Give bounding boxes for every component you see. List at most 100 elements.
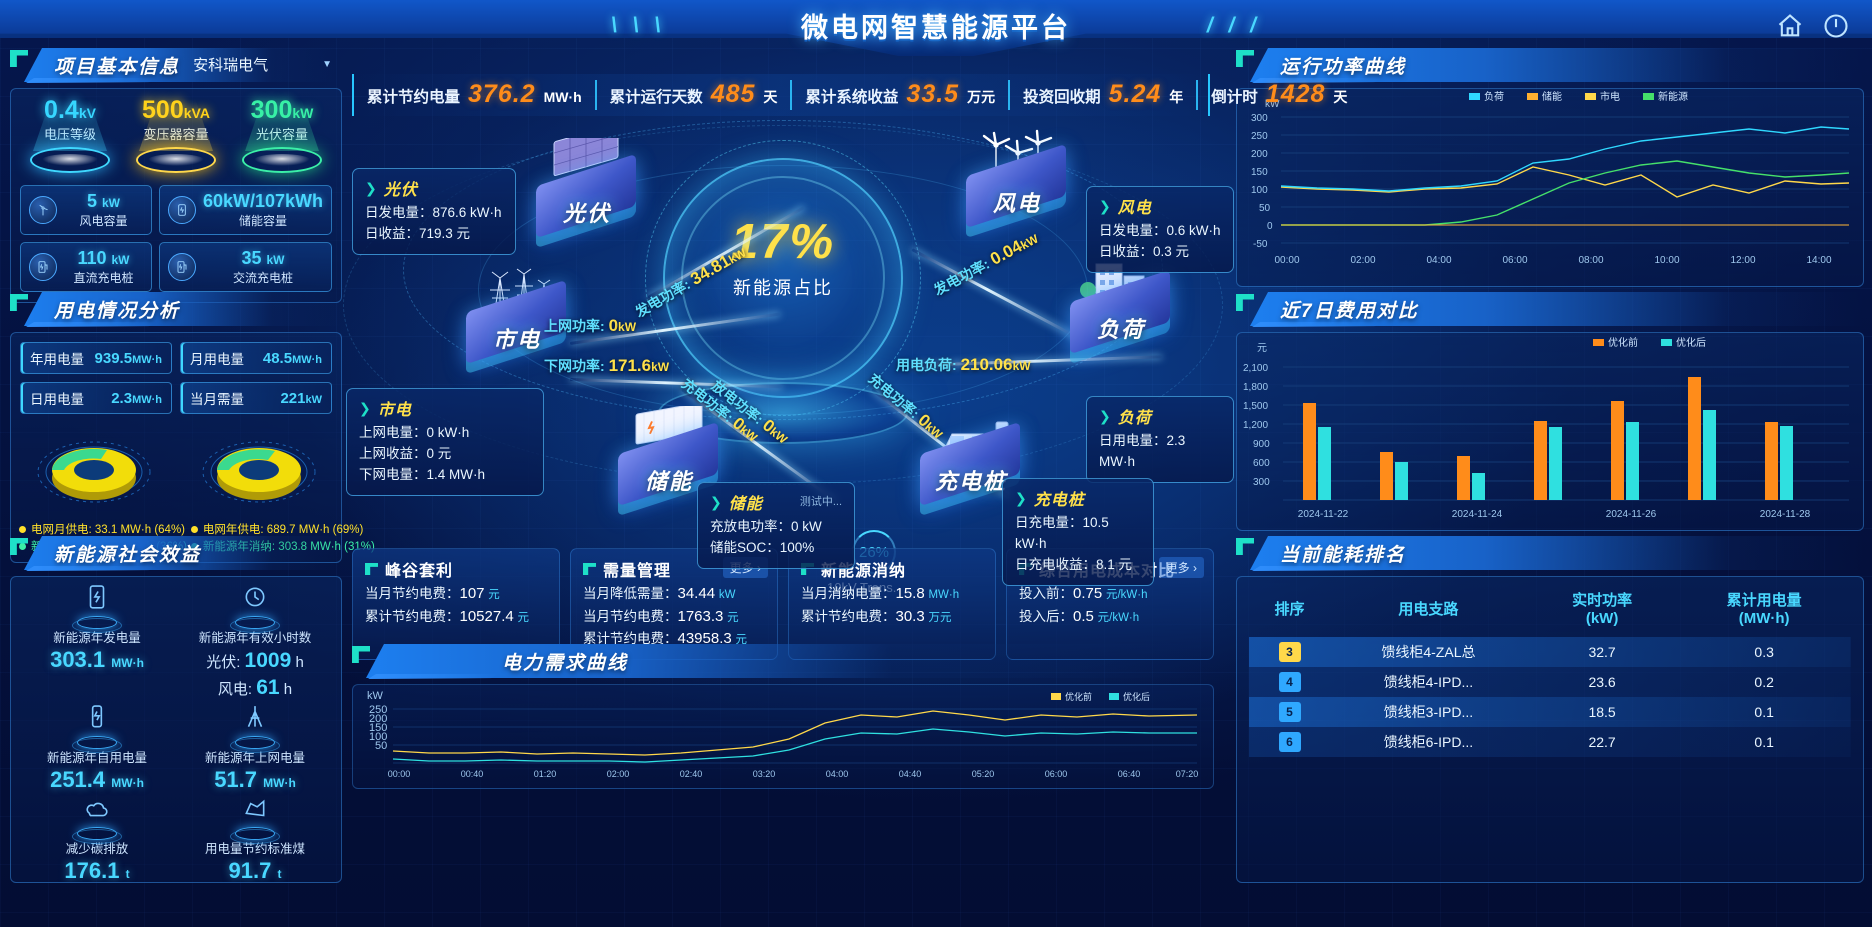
panel-project-info: 项目基本信息 安科瑞电气 ▼ 0.4kV 电压等级 500kVA 变压器容量 3… (10, 48, 342, 304)
table-header-row: 排序 用电支路 实时功率 (kW) 累计用电量 (MW·h) (1249, 581, 1851, 637)
benefit-value: 303.1 (50, 646, 106, 672)
info-box-row: 充放电功率：0 kW (710, 519, 822, 534)
panel-usage-analysis: 用电情况分析 年用电量 939.5MW·h 月用电量 48.5MW·h 日用电量 2.… (10, 292, 375, 563)
flow-label-unit: kW (618, 320, 637, 334)
panel-body: 元 2,100 1,800 1,500 1,200 900 600 300 优化前 优化后 (1236, 332, 1864, 531)
node-storage[interactable]: 储能 (610, 406, 728, 517)
info-box-title: 光伏 (383, 182, 418, 199)
home-icon[interactable] (1776, 12, 1804, 40)
svg-text:储能: 储能 (1542, 90, 1562, 103)
card-row-unit: 元 (735, 634, 748, 646)
usage-cell: 年用电量 939.5MW·h (20, 342, 172, 374)
flow-label-grid-export: 上网功率: 0kW (544, 316, 636, 336)
table-row[interactable]: 5 馈线柜3-IPD... 18.5 0.1 (1249, 697, 1851, 727)
panel-energy-ranking: 当前能耗排名 排序 用电支路 实时功率 (kW) 累计用电量 (MW·h) 3 馈线… (1236, 536, 1864, 883)
flow-label-load: 用电负荷: 210.06kW (896, 355, 1031, 375)
card-row-value: 34.44 (677, 585, 716, 602)
svg-text:300: 300 (1253, 477, 1270, 488)
benefit-unit: MW·h (111, 775, 144, 790)
table-row[interactable]: 3 馈线柜4-ZAL总 32.7 0.3 (1249, 637, 1851, 667)
power-icon[interactable] (1822, 12, 1850, 40)
cell-unit: kW (101, 195, 120, 210)
info-box-row: 日充电量：10.5 kW·h (1015, 515, 1109, 551)
circle-value: 300 (250, 96, 293, 124)
table-row[interactable]: 6 馈线柜6-IPD... 22.7 0.1 (1249, 727, 1851, 757)
realtime-power: 23.6 (1588, 674, 1616, 690)
rank-index-cell: 4 (1249, 667, 1330, 697)
panel-header: 新能源社会效益 (10, 536, 342, 570)
total-energy: 0.1 (1754, 734, 1774, 750)
svg-text:300: 300 (1251, 113, 1268, 124)
header-bar (24, 292, 342, 326)
circle-unit: kV (78, 105, 96, 121)
info-box-row: 下网电量：1.4 MW·h (359, 466, 486, 482)
realtime-power: 32.7 (1588, 644, 1616, 660)
info-box-title: 充电桩 (1033, 492, 1085, 509)
node-ev-charger[interactable]: 充电桩 (912, 412, 1030, 517)
kpi-label: 累计运行天数 (609, 89, 703, 106)
node-solar[interactable]: 光伏 (528, 138, 646, 249)
svg-text:负荷: 负荷 (1484, 90, 1504, 103)
benefit-value: 91.7 (228, 857, 272, 883)
benefit-label: 新能源年自用电量 (46, 751, 147, 766)
benefit-unit: t (277, 866, 282, 881)
benefit-label: 减少碳排放 (65, 842, 129, 857)
info-box-row: 日收益：719.3 元 (365, 225, 471, 241)
chevron-down-icon[interactable]: ▼ (322, 59, 332, 70)
info-box-row: 日收益：0.3 元 (1099, 243, 1190, 259)
svg-text:250: 250 (369, 704, 387, 716)
panel-title: 近7日费用对比 (1280, 301, 1419, 322)
corner-accent-icon (1236, 294, 1254, 311)
info-box-ev: ❯ 充电桩 日充电量：10.5 kW·h 日充电收益：8.1 元 (1002, 478, 1154, 586)
project-selector[interactable]: 安科瑞电气 ▼ (193, 54, 332, 75)
corner-accent-icon (1236, 538, 1254, 555)
corner-accent-icon (352, 646, 370, 663)
svg-text:50: 50 (1259, 203, 1271, 214)
total-energy: 0.1 (1754, 704, 1774, 720)
card-row-label: 累计节约电费： (583, 631, 678, 646)
capacity-cells: 5 kW 风电容量 60kW/107kWh 储能容量 110 kW 直流充电桩 … (11, 177, 341, 302)
grid-icon (229, 703, 281, 754)
header-bar (1250, 536, 1864, 570)
table-row[interactable]: 4 馈线柜4-IPD... 23.6 0.2 (1249, 667, 1851, 697)
page-title: 微电网智慧能源平台 (801, 13, 1071, 43)
usage-unit: MW·h (292, 353, 322, 366)
svg-text:08:00: 08:00 (1578, 255, 1603, 266)
info-box-title: 储能 (728, 496, 763, 513)
benefit-sub-unit: h (283, 680, 293, 698)
kpi-item: 累计系统收益 33.5 万元 (792, 80, 1011, 110)
usage-unit: kW (305, 393, 323, 406)
more-button[interactable]: 更多 › (1158, 557, 1204, 578)
arrow-icon: ❯ (365, 179, 377, 196)
card-row-label: 投入前： (1019, 586, 1073, 601)
card-row-label: 投入后： (1019, 608, 1073, 624)
svg-text:00:40: 00:40 (461, 769, 484, 779)
panel-social-benefit: 新能源社会效益 新能源年发电量 303.1 MW·h 新能源年有效小时数 光伏:… (10, 536, 342, 883)
header-underbar (1252, 322, 1382, 327)
node-grid[interactable]: 市电 (458, 268, 576, 375)
flow-label-grid-import: 下网功率: 171.6kW (544, 356, 669, 376)
benefit-sub-unit: h (295, 653, 304, 671)
node-wind[interactable]: 风电 (958, 129, 1076, 239)
card-row-label: 当月降低需量： (583, 586, 678, 601)
cell-unit: kW (266, 252, 285, 267)
svg-text:200: 200 (1251, 149, 1268, 160)
usage-cell: 日用电量 2.3MW·h (20, 382, 172, 414)
coal-icon (229, 794, 281, 845)
renewable-percent-label: 新能源占比 (733, 278, 833, 298)
cell-label: 储能容量 (238, 213, 287, 228)
svg-text:150: 150 (1251, 167, 1268, 178)
benefit-item: 新能源年上网电量 51.7 MW·h (179, 703, 331, 792)
branch-name: 馈线柜4-IPD... (1383, 674, 1474, 690)
card-row-value: 43958.3 (677, 630, 732, 647)
header-underbar (1252, 78, 1382, 83)
svg-text:06:40: 06:40 (1118, 769, 1141, 779)
donut-month-svg (37, 441, 150, 503)
panel-title: 当前能耗排名 (1280, 545, 1407, 566)
benefit-value: 51.7 (214, 766, 258, 792)
legend-text: 电网年供电: 689.7 MW·h (69%) (202, 524, 364, 536)
usage-label: 月用电量 (190, 352, 244, 367)
usage-label: 当月需量 (190, 392, 244, 407)
legend-dot (19, 525, 26, 533)
card-marker-icon (365, 563, 378, 575)
